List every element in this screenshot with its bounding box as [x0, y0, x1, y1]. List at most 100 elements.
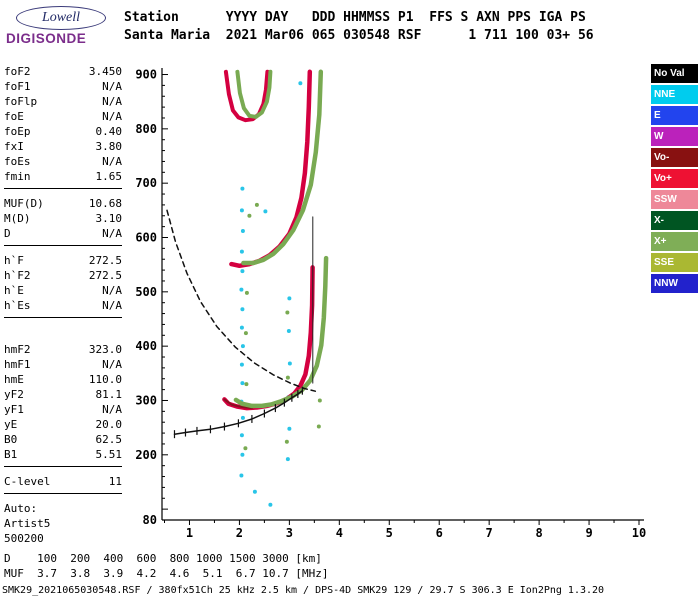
param-row-foF1: foF1 N/A — [4, 79, 122, 94]
x-mode-dots-dot — [254, 202, 259, 207]
param-row-foEs: foEs N/A — [4, 154, 122, 169]
param-label: h`E — [4, 284, 24, 297]
param-value: N/A — [102, 403, 122, 416]
param-value: N/A — [102, 110, 122, 123]
param-label: B1 — [4, 448, 18, 461]
legend-item-e: E — [651, 106, 698, 125]
x-mode-dots-dot — [284, 439, 289, 444]
nne-velocity-dots-dot — [240, 344, 245, 349]
muf-transmission-curve — [166, 209, 317, 392]
nne-velocity-dots-dot — [239, 433, 244, 438]
x-mode-dots-dot — [243, 446, 248, 451]
param-label: C-level — [4, 475, 51, 488]
param-value: 110.0 — [88, 373, 122, 386]
nne-velocity-dots-dot — [240, 415, 245, 420]
F-1hop-X-trace — [233, 255, 329, 409]
param-label: 500200 — [4, 532, 44, 545]
velocity-legend: No Val NNE E W Vo- Vo+ SSW X- X+ SSE NNW — [651, 64, 698, 295]
param-label: h`F — [4, 254, 24, 267]
y-tick-label: 400 — [135, 339, 157, 353]
param-label: fmin — [4, 170, 31, 183]
muf-row: MUF 3.7 3.8 3.9 4.2 4.6 5.1 6.7 10.7 [MH… — [4, 567, 329, 580]
nne-velocity-dots-dot — [263, 209, 268, 214]
x-mode-dots-dot — [244, 382, 249, 387]
param-label: B0 — [4, 433, 18, 446]
param-row-D: D N/A — [4, 226, 122, 241]
nne-velocity-dots-dot — [240, 307, 245, 312]
nne-velocity-dots-dot — [240, 269, 245, 274]
param-label: h`Es — [4, 299, 31, 312]
y-tick-label: 300 — [135, 393, 157, 407]
param-value: 272.5 — [88, 269, 122, 282]
param-row-h`E: h`E N/A — [4, 283, 122, 298]
param-value: 11 — [108, 475, 122, 488]
y-tick-label: 80 — [143, 513, 157, 527]
nne-velocity-dots-dot — [287, 426, 292, 431]
nne-velocity-dots-dot — [239, 325, 244, 330]
x-mode-dots-dot — [243, 331, 248, 336]
F-3hop-O-trace — [223, 69, 270, 123]
nne-velocity-dots-dot — [252, 489, 257, 494]
param-row-500200: 500200 — [4, 531, 122, 546]
lowell-digisonde-logo: Lowell DIGISONDE — [6, 6, 118, 46]
param-row-yE: yE 20.0 — [4, 417, 122, 432]
param-value: N/A — [102, 227, 122, 240]
param-label: MUF(D) — [4, 197, 44, 210]
param-row-C-level: C-level 11 — [4, 474, 122, 489]
param-label: hmE — [4, 373, 24, 386]
footer-status-line: SMK29_2021065030548.RSF / 380fx51Ch 25 k… — [2, 585, 605, 596]
legend-item-no-val: No Val — [651, 64, 698, 83]
y-tick-label: 800 — [135, 122, 157, 136]
param-label: h`F2 — [4, 269, 31, 282]
F-1hop-O-trace — [222, 265, 315, 411]
param-row-h`F: h`F 272.5 — [4, 253, 122, 268]
lowell-logo-oval: Lowell — [16, 6, 106, 30]
F-3hop-X-trace — [235, 69, 273, 119]
param-value: N/A — [102, 358, 122, 371]
param-row-fxI: fxI 3.80 — [4, 139, 122, 154]
parameter-panel: foF2 3.450 foF1 N/A foFlp N/A foE N/A foEp 0.40 fx… — [4, 64, 122, 557]
param-row-foFlp: foFlp N/A — [4, 94, 122, 109]
x-mode-dots-dot — [285, 375, 290, 380]
param-label: foF1 — [4, 80, 31, 93]
param-group-2: MUF(D) 10.68 M(D) 3.10 D N/A — [4, 196, 122, 246]
x-tick-label: 5 — [386, 526, 393, 540]
legend-item-nne: NNE — [651, 85, 698, 104]
param-value: 3.10 — [95, 212, 123, 225]
x-tick-label: 2 — [236, 526, 243, 540]
logo-digisonde-text: DIGISONDE — [6, 31, 87, 46]
nne-velocity-dots-dot — [240, 452, 245, 457]
param-row-foEp: foEp 0.40 — [4, 124, 122, 139]
x-mode-dots-dot — [316, 424, 321, 429]
x-tick-label: 9 — [585, 526, 592, 540]
x-tick-label: 3 — [286, 526, 293, 540]
param-value: 20.0 — [95, 418, 123, 431]
param-label: foE — [4, 110, 24, 123]
param-value: 81.1 — [95, 388, 123, 401]
true-height-profile — [173, 389, 304, 435]
y-tick-label: 200 — [135, 448, 157, 462]
param-label: foF2 — [4, 65, 31, 78]
nne-velocity-dots-dot — [239, 287, 244, 292]
y-tick-label: 900 — [135, 68, 157, 82]
distance-row: D 100 200 400 600 800 1000 1500 3000 [km… — [4, 552, 322, 565]
param-row-Auto:: Auto: — [4, 501, 122, 516]
param-label: hmF1 — [4, 358, 31, 371]
param-group-1: foF2 3.450 foF1 N/A foFlp N/A foE N/A foEp 0.40 fx… — [4, 64, 122, 189]
x-tick-label: 7 — [486, 526, 493, 540]
param-row-foF2: foF2 3.450 — [4, 64, 122, 79]
x-tick-label: 4 — [336, 526, 343, 540]
x-mode-dots-dot — [247, 213, 252, 218]
param-value: N/A — [102, 299, 122, 312]
param-value: N/A — [102, 95, 122, 108]
param-row-fmin: fmin 1.65 — [4, 169, 122, 184]
param-row-M(D): M(D) 3.10 — [4, 211, 122, 226]
param-value: 323.0 — [88, 343, 122, 356]
x-mode-dots-dot — [285, 310, 290, 315]
param-label: yF1 — [4, 403, 24, 416]
legend-item-nnw: NNW — [651, 274, 698, 293]
legend-item-vo+: Vo+ — [651, 169, 698, 188]
param-row-hmF1: hmF1 N/A — [4, 357, 122, 372]
param-group-4: hmF2 323.0 hmF1 N/A hmE 110.0 yF2 81.1 yF1 N/A yE 2… — [4, 342, 122, 467]
